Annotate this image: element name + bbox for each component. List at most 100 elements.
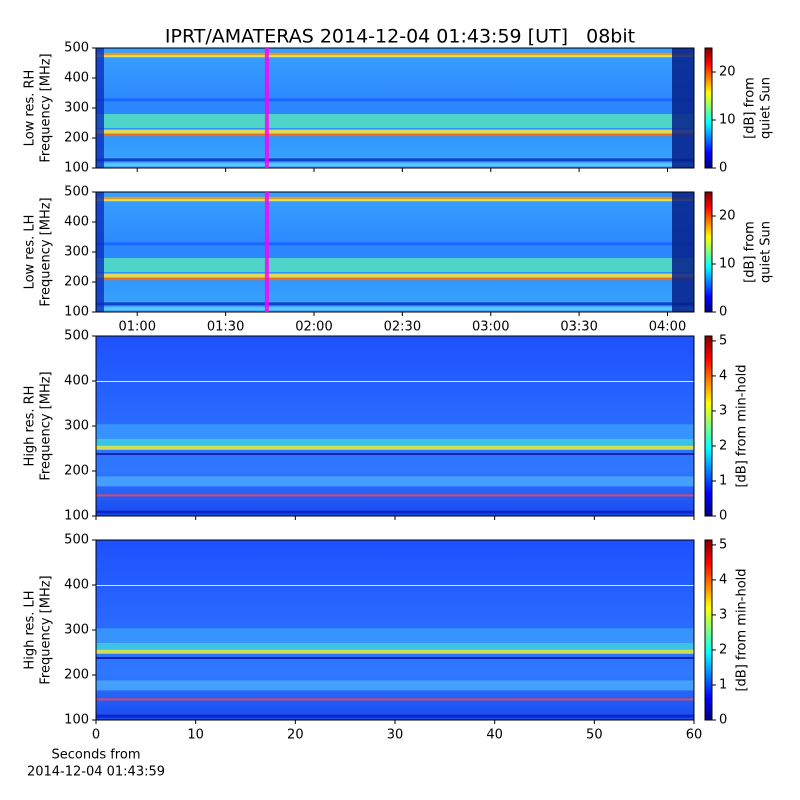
- y-axis-label: Frequency [MHz]: [39, 53, 54, 162]
- spectrogram-band: [96, 628, 694, 643]
- y-tick-label: 100: [64, 713, 89, 728]
- y-axis-label: Frequency [MHz]: [39, 371, 54, 480]
- y-tick-label: 300: [64, 623, 89, 638]
- spectrogram-band: [96, 438, 694, 447]
- y-tick-label: 400: [64, 374, 89, 389]
- y-tick-label: 200: [64, 131, 89, 146]
- data-gap: [96, 192, 104, 312]
- spectrogram-band: [96, 158, 694, 162]
- data-gap: [96, 48, 104, 168]
- spectrogram-band: [96, 196, 694, 200]
- colorbar-tick-label: 5: [719, 333, 727, 348]
- colorbar-tick-label: 2: [719, 642, 727, 657]
- spectrogram-band: [96, 302, 694, 306]
- y-axis-label: Frequency [MHz]: [39, 197, 54, 306]
- x-tick-label: 02:30: [384, 320, 421, 335]
- colorbar-tick-label: 0: [719, 305, 727, 320]
- y-tick-label: 200: [64, 464, 89, 479]
- colorbar: [704, 539, 713, 721]
- colorbar-tick-label: 1: [719, 677, 727, 692]
- y-axis-label: Low res. LH: [23, 215, 38, 290]
- time-marker: [264, 48, 269, 168]
- y-tick-label: 200: [64, 668, 89, 683]
- y-tick-label: 300: [64, 101, 89, 116]
- spectrogram-band: [96, 307, 694, 311]
- colorbar-tick-label: 1: [719, 473, 727, 488]
- time-marker: [264, 192, 269, 312]
- spectrogram-band: [96, 476, 694, 487]
- colorbar: [704, 191, 713, 313]
- spectrogram-band: [96, 98, 694, 102]
- y-axis-label: Low res. RH: [23, 70, 38, 147]
- y-tick-label: 100: [64, 161, 89, 176]
- spectrogram-band: [96, 277, 694, 281]
- colorbar-label: [dB] from min-hold: [735, 364, 750, 487]
- spectrogram-band: [96, 714, 694, 718]
- x-tick-label: 03:00: [472, 320, 509, 335]
- spectrogram-band: [96, 494, 694, 497]
- x-tick-label: 40: [486, 728, 503, 743]
- spectrogram-band: [96, 273, 694, 278]
- y-tick-label: 200: [64, 275, 89, 290]
- colorbar-label: quiet Sun: [759, 77, 774, 139]
- y-axis-label: High res. RH: [23, 386, 38, 467]
- spectrogram-band: [96, 258, 694, 272]
- spectrogram-band: [96, 242, 694, 246]
- spectrogram-band: [96, 445, 694, 450]
- colorbar-tick-label: 20: [719, 65, 736, 80]
- y-axis-label: Frequency [MHz]: [39, 575, 54, 684]
- y-axis-label: High res. LH: [23, 590, 38, 669]
- colorbar-label: [dB] from min-hold: [735, 568, 750, 691]
- data-gap: [672, 48, 694, 168]
- colorbar: [704, 335, 713, 517]
- x-tick-label: 50: [586, 728, 603, 743]
- spectrogram: [96, 192, 694, 312]
- spectrogram-band: [96, 642, 694, 651]
- spectrogram-band: [96, 163, 694, 167]
- x-tick-label: 60: [686, 728, 703, 743]
- x-tick-label: 03:30: [560, 320, 597, 335]
- spectrogram-band: [96, 381, 694, 382]
- spectrogram-band: [96, 510, 694, 514]
- colorbar-label: [dB] from: [743, 77, 758, 139]
- spectrogram-band: [96, 55, 694, 58]
- x-axis-label: Seconds from: [51, 748, 140, 763]
- spectrogram-band: [96, 424, 694, 439]
- colorbar-tick-label: 3: [719, 607, 727, 622]
- spectrogram-band: [96, 52, 694, 56]
- x-axis-label: 2014-12-04 01:43:59: [27, 765, 165, 780]
- colorbar: [704, 47, 713, 169]
- y-tick-label: 300: [64, 419, 89, 434]
- spectrogram-band: [96, 585, 694, 586]
- colorbar-tick-label: 2: [719, 438, 727, 453]
- y-tick-label: 500: [64, 41, 89, 56]
- x-tick-label: 01:00: [119, 320, 156, 335]
- x-tick-label: 30: [387, 728, 404, 743]
- colorbar-tick-label: 0: [719, 509, 727, 524]
- colorbar-tick-label: 10: [719, 113, 736, 128]
- colorbar-tick-label: 0: [719, 713, 727, 728]
- colorbar-tick-label: 10: [719, 257, 736, 272]
- y-tick-label: 400: [64, 71, 89, 86]
- data-gap: [672, 192, 694, 312]
- colorbar-tick-label: 0: [719, 161, 727, 176]
- y-tick-label: 400: [64, 215, 89, 230]
- x-tick-label: 20: [287, 728, 304, 743]
- x-tick-label: 04:00: [649, 320, 686, 335]
- colorbar-tick-label: 4: [719, 572, 727, 587]
- spectrogram-band: [96, 114, 694, 128]
- x-tick-label: 0: [92, 728, 100, 743]
- y-tick-label: 500: [64, 533, 89, 548]
- colorbar-tick-label: 20: [719, 209, 736, 224]
- x-tick-label: 02:00: [295, 320, 332, 335]
- spectrogram-band: [96, 657, 694, 659]
- spectrogram-band: [96, 649, 694, 654]
- spectrogram-band: [96, 129, 694, 134]
- x-tick-label: 01:30: [207, 320, 244, 335]
- spectrogram: [96, 48, 694, 168]
- colorbar-tick-label: 3: [719, 403, 727, 418]
- colorbar-tick-label: 5: [719, 537, 727, 552]
- spectrogram-band: [96, 698, 694, 701]
- spectrogram-band: [96, 680, 694, 691]
